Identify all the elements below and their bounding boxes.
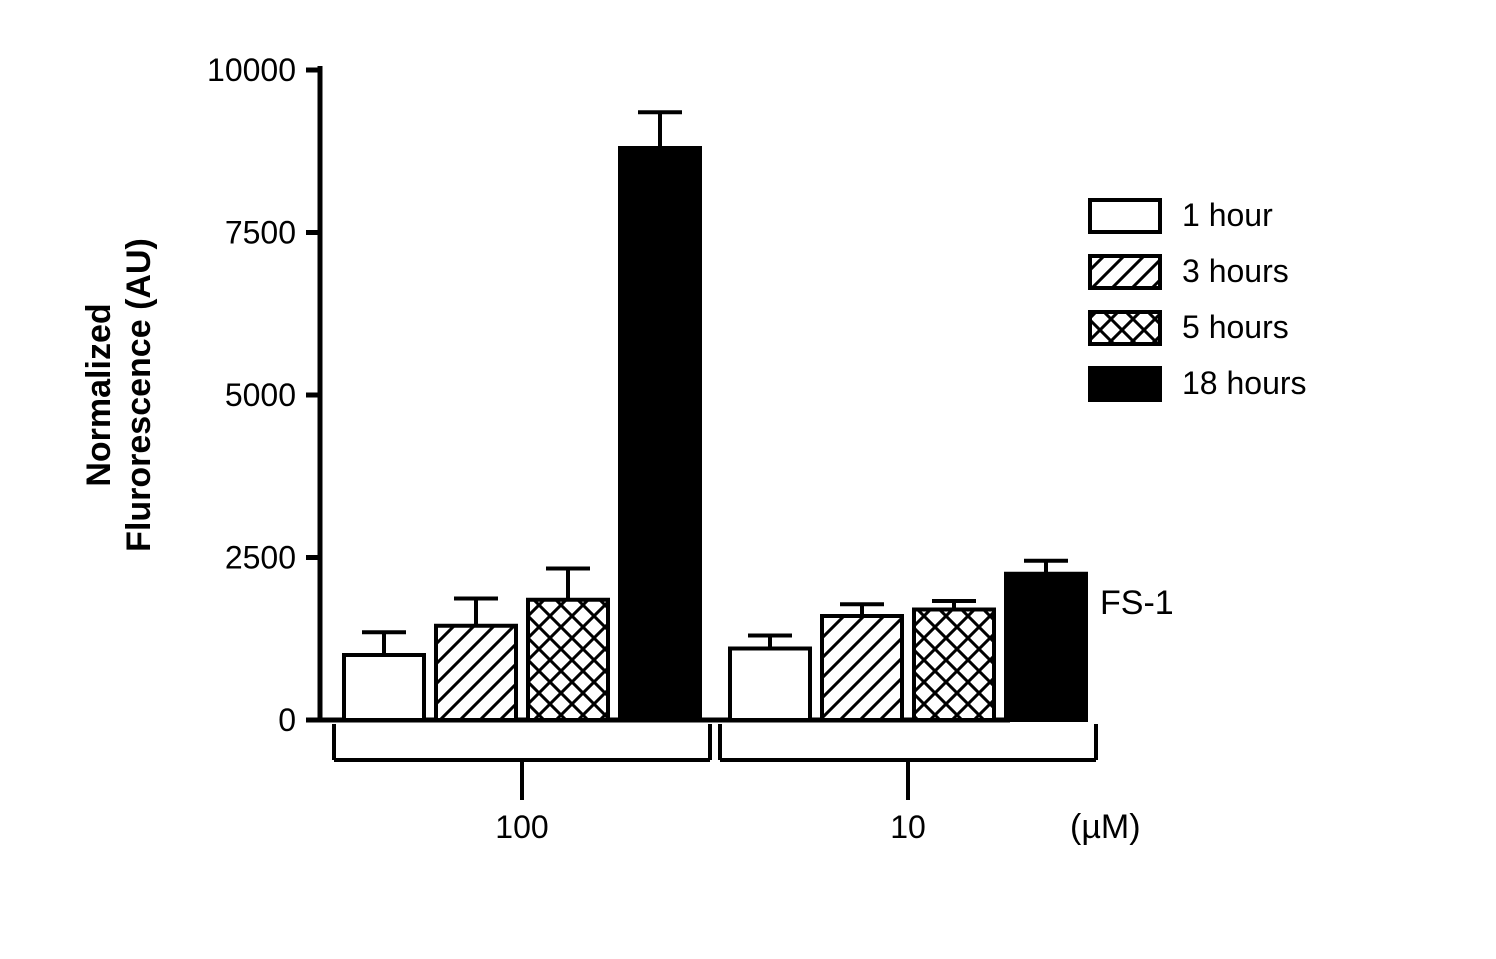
y-ticks: 0 2500 5000 7500 10000: [207, 52, 320, 738]
legend-label: 1 hour: [1182, 197, 1273, 233]
x-group-label: 100: [495, 809, 548, 845]
legend: 1 hour 3 hours 5 hours 18 hours: [1090, 197, 1307, 401]
bar: [914, 610, 994, 721]
y-tick-label: 10000: [207, 52, 296, 88]
y-tick-label: 0: [278, 702, 296, 738]
annotation-fs1: FS-1: [1100, 584, 1174, 622]
bar: [822, 616, 902, 720]
bars-group: [344, 148, 1086, 720]
legend-label: 18 hours: [1182, 365, 1307, 401]
bar: [730, 649, 810, 721]
y-tick-label: 7500: [225, 215, 296, 251]
bar: [528, 600, 608, 720]
x-group-label: 10: [890, 809, 926, 845]
fluorescence-bar-chart: 0 2500 5000 7500 10000 100 10 Normalized Flur…: [0, 0, 1496, 959]
bar: [344, 655, 424, 720]
y-axis-label-line1: Normalized: [80, 303, 118, 486]
y-tick-label: 5000: [225, 377, 296, 413]
bar: [1006, 574, 1086, 720]
y-axis-label-line2: Flurorescence (AU): [120, 238, 158, 552]
bar: [436, 626, 516, 720]
legend-swatch: [1090, 200, 1160, 232]
error-bars: [362, 112, 1068, 655]
y-tick-label: 2500: [225, 540, 296, 576]
x-unit-label: (µM): [1070, 808, 1141, 846]
x-group-labels: 100 10: [334, 724, 1096, 845]
legend-swatch: [1090, 368, 1160, 400]
legend-swatch: [1090, 312, 1160, 344]
legend-swatch: [1090, 256, 1160, 288]
legend-label: 5 hours: [1182, 309, 1289, 345]
legend-label: 3 hours: [1182, 253, 1289, 289]
bar: [620, 148, 700, 720]
